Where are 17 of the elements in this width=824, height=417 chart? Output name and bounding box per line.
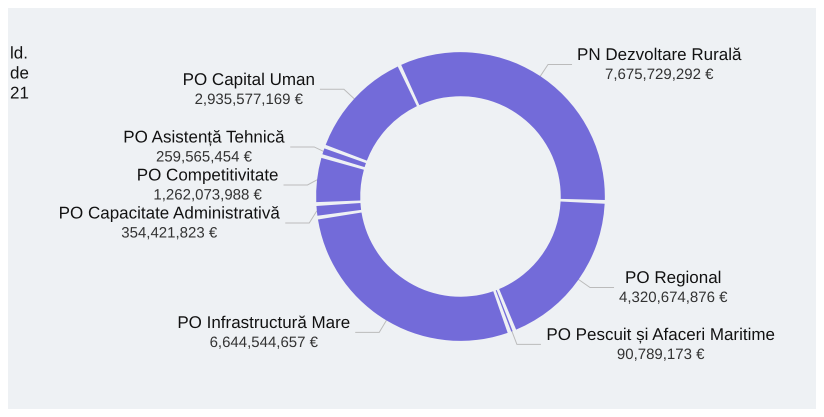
slice-label: PN Dezvoltare Rurală (577, 45, 742, 64)
data-label: 2,935,577,169 € (194, 90, 304, 108)
data-label: 6,644,544,657 € (210, 334, 319, 351)
data-label: 1,262,073,988 € (153, 186, 263, 204)
slice-label: PO Capital Uman (182, 70, 315, 89)
data-label: 7,675,729,292 € (605, 66, 714, 84)
slice-label: PO Infrastructură Mare (177, 312, 350, 332)
text: ld. de 21 (10, 44, 29, 102)
slice-label: PO Competitivitate (136, 165, 279, 184)
slice-label: PO Regional (625, 268, 722, 288)
data-label: 4,320,674,876 € (619, 289, 728, 306)
slice-label: PO Capacitate Administrativă (58, 203, 280, 222)
data-label: 90,789,173 € (616, 346, 706, 363)
data-label: 354,421,823 € (121, 224, 218, 242)
slice-label: PO Pescuit și Afaceri Maritime (546, 324, 776, 344)
data-label: 259,565,454 € (156, 148, 253, 166)
slice-label: PO Asistență Tehnică (123, 127, 286, 146)
